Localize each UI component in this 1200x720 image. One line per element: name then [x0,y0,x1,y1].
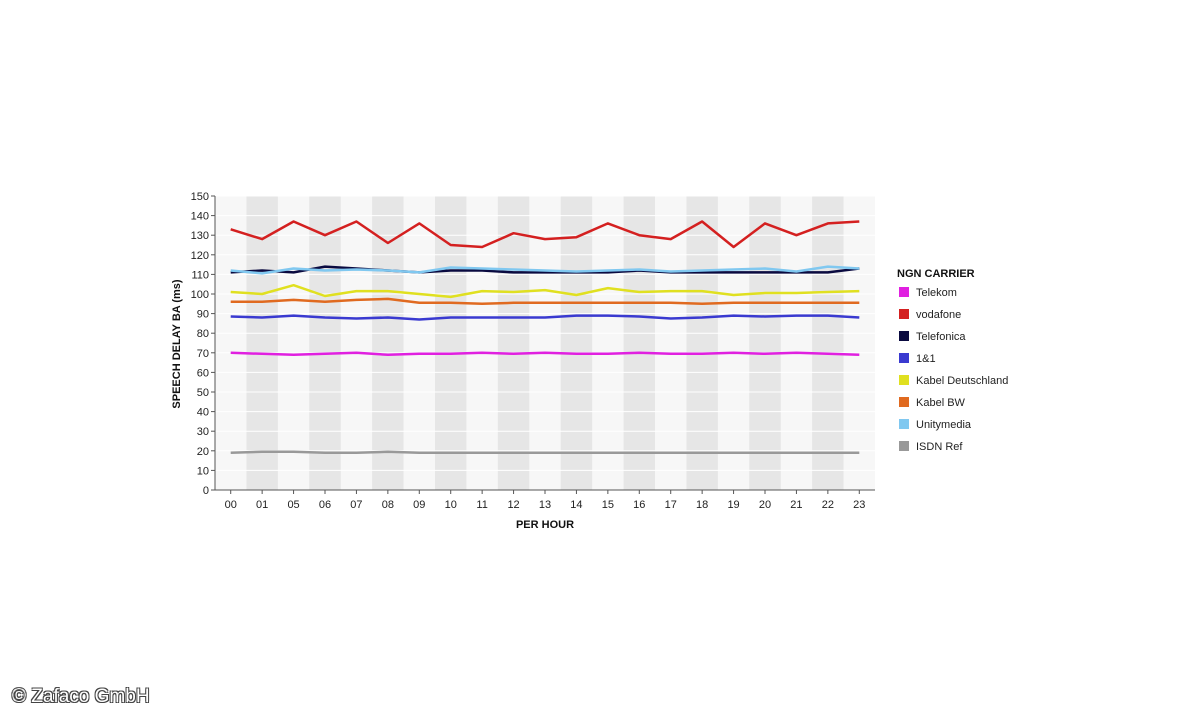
y-tick-label: 140 [191,211,209,223]
x-tick-label: 14 [570,499,582,511]
series-line-vodafone [230,220,860,249]
x-tick-label: 22 [822,499,834,511]
series-line-kabel-deutschland [230,283,860,299]
legend-swatch-vodafone [899,309,909,319]
y-axis-title: SPEECH DELAY BA (ms) [171,279,183,409]
column-band [372,196,404,490]
legend-swatch-isdn-ref [899,441,909,451]
x-tick-label: 05 [287,499,299,511]
x-tick-label: 15 [602,499,614,511]
legend-label-kabel-bw: Kabel BW [916,397,966,409]
y-tick-label: 120 [191,250,209,262]
column-band [497,196,530,490]
series-line-telefonica [230,265,860,274]
column-band [623,196,655,490]
x-tick-label: 21 [790,499,802,511]
column-band [309,196,341,490]
x-tick-label: 17 [665,499,677,511]
y-axis-ticks: 0 10 20 30 40 50 60 70 80 90 100 110 120 130 140 150 [191,191,215,497]
legend-swatch-unitymedia [899,419,909,429]
y-tick-label: 10 [197,465,209,477]
legend-label-telefonica: Telefonica [916,331,966,343]
y-tick-label: 50 [197,387,209,399]
y-tick-label: 130 [191,230,209,242]
x-tick-label: 00 [225,499,237,511]
legend-label-vodafone: vodafone [916,309,961,321]
y-tick-label: 20 [197,446,209,458]
legend[interactable]: NGN CARRIER Telekom vodafone Telefonica 1&1… [897,268,1008,453]
y-tick-label: 80 [197,328,209,340]
legend-swatch-kabel-deutschland [899,375,909,385]
column-band [246,196,278,490]
legend-label-isdn-ref: ISDN Ref [916,441,963,453]
y-tick-label: 100 [191,289,209,301]
y-tick-label: 30 [197,426,209,438]
series-line-1-1 [230,314,860,321]
x-tick-label: 19 [727,499,739,511]
x-tick-label: 12 [507,499,519,511]
legend-label-kabel-deutschland: Kabel Deutschland [916,375,1008,387]
x-tick-label: 13 [539,499,551,511]
legend-swatch-telefonica [899,331,909,341]
y-tick-label: 70 [197,348,209,360]
plot-background [215,196,875,490]
legend-label-unitymedia: Unitymedia [916,419,972,431]
series-lines [230,220,860,455]
x-axis-title: PER HOUR [516,519,574,531]
legend-swatch-telekom [899,287,909,297]
y-tick-label: 0 [203,485,209,497]
y-tick-label: 110 [191,269,209,281]
x-tick-label: 08 [382,499,394,511]
y-tick-label: 150 [191,191,209,203]
y-tick-label: 90 [197,309,209,321]
column-band [560,196,593,490]
copyright-watermark: © Zafaco GmbH [12,686,150,707]
series-line-isdn-ref [230,450,860,455]
series-line-telekom [230,351,860,357]
x-axis-ticks: 00 01 05 06 07 08 09 10 11 12 13 14 15 16 17 18 19 20 21 22… [225,490,865,511]
x-tick-label: 09 [413,499,425,511]
x-tick-label: 23 [853,499,865,511]
x-tick-label: 10 [445,499,457,511]
x-tick-label: 07 [350,499,362,511]
legend-swatch-kabel-bw [899,397,909,407]
column-band [812,196,844,490]
legend-label-1-1: 1&1 [916,353,936,365]
y-tick-label: 40 [197,407,209,419]
legend-title: NGN CARRIER [897,268,975,280]
legend-label-telekom: Telekom [916,287,957,299]
series-line-unitymedia [230,265,860,275]
column-band [749,196,781,490]
x-tick-label: 01 [256,499,268,511]
column-band [686,196,718,490]
x-tick-label: 11 [476,499,487,511]
x-tick-label: 18 [696,499,708,511]
column-band [435,196,467,490]
legend-swatch-1-1 [899,353,909,363]
x-tick-label: 16 [633,499,645,511]
x-tick-label: 06 [319,499,331,511]
y-tick-label: 60 [197,367,209,379]
series-line-kabel-bw [230,297,860,306]
x-tick-label: 20 [759,499,771,511]
